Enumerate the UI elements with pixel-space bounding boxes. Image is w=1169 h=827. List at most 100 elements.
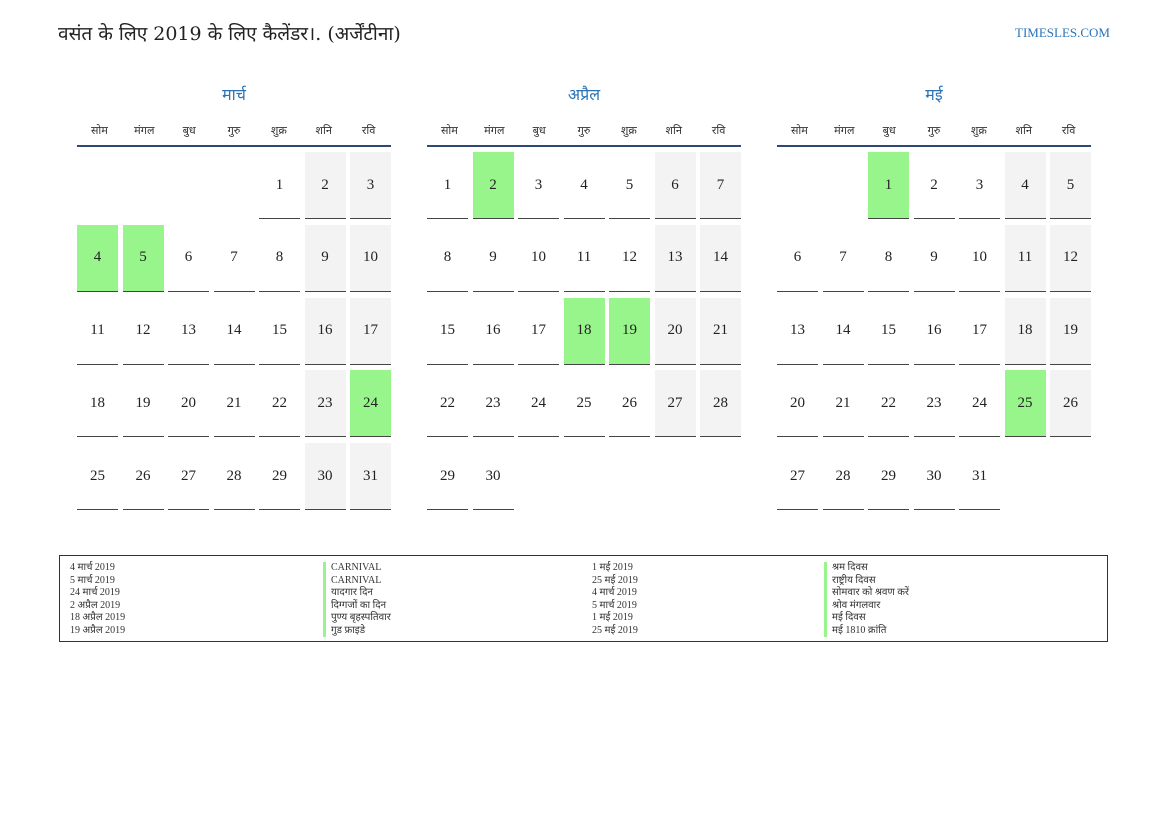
day-cell: 27: [777, 443, 818, 511]
day-cell: 21: [213, 370, 255, 438]
day-cell: 4: [77, 224, 118, 292]
day-cell: 4: [1004, 152, 1046, 219]
weekday-label: बुध: [882, 124, 896, 137]
day-cell: 23: [913, 370, 955, 438]
day-cell: 24: [959, 370, 1000, 438]
weekday-label: मंगल: [484, 124, 505, 137]
day-cell: 26: [609, 370, 650, 438]
day-cell: 10: [959, 225, 1000, 292]
weekday-label: मंगल: [834, 124, 855, 137]
day-cell: 22: [427, 370, 468, 438]
legend-holiday-name: पुण्य बृहस्पतिवार: [323, 612, 391, 625]
day-cell: 9: [913, 225, 955, 292]
day-cell: 14: [213, 298, 255, 365]
month-title: मई: [925, 85, 943, 104]
weekday-label: शनि: [1015, 124, 1032, 137]
legend-date: 5 मार्च 2019: [70, 574, 115, 586]
legend-holiday-name: दिग्गजों का दिन: [323, 599, 391, 612]
day-cell: 25: [1004, 370, 1046, 438]
day-cell: 7: [822, 225, 864, 292]
day-cell: 8: [868, 225, 909, 292]
day-cell: 24: [518, 370, 559, 438]
day-cell: 15: [868, 298, 909, 365]
page-title: वसंत के लिए 2019 के लिए कैलेंडर।. (अर्जे…: [58, 23, 401, 45]
day-cell: 5: [1050, 152, 1091, 219]
legend-holiday-name: श्रम दिवस: [824, 562, 909, 575]
weekday-label: शुक्र: [270, 124, 287, 137]
legend-holiday-name: गुड फ्राइडे: [323, 624, 391, 637]
weekday-label: सोम: [790, 124, 808, 137]
day-cell: 19: [1050, 297, 1091, 365]
day-cell: 30: [472, 443, 514, 511]
day-cell: 31: [959, 443, 1000, 511]
day-cell: 13: [654, 224, 696, 292]
day-cell: 17: [518, 298, 559, 365]
day-cell: 6: [168, 225, 209, 292]
day-cell: 30: [304, 443, 346, 511]
legend-date: 5 मार्च 2019: [592, 599, 637, 611]
day-cell: 8: [259, 225, 300, 292]
day-cell: 23: [472, 370, 514, 438]
legend-date: 18 अप्रैल 2019: [70, 612, 126, 623]
day-cell: 17: [959, 298, 1000, 365]
day-cell: 7: [700, 152, 741, 219]
weekday-label: सोम: [440, 124, 458, 137]
legend-holiday-name: राष्ट्रीय दिवस: [824, 574, 909, 587]
legend-date: 25 मई 2019: [592, 624, 638, 636]
day-cell: 11: [563, 225, 605, 292]
day-cell: 22: [868, 370, 909, 438]
day-cell: 26: [1050, 370, 1091, 438]
day-cell: 9: [472, 225, 514, 292]
day-cell: 17: [350, 297, 391, 365]
day-cell: 20: [168, 370, 209, 438]
weekday-label: मंगल: [134, 124, 155, 137]
legend-names-left: CARNIVAL CARNIVAL यादगार दिन दिग्गजों का…: [323, 562, 391, 637]
legend-dates-left: 4 मार्च 2019 5 मार्च 2019 24 मार्च 2019 …: [70, 562, 125, 637]
weekday-header: सोम मंगल बुध गुरु शुक्र शनि रवि: [427, 113, 741, 147]
day-cell: 28: [700, 370, 741, 438]
day-cell: 11: [1004, 224, 1046, 292]
day-cell: 1: [259, 152, 300, 219]
day-cell: 13: [168, 298, 209, 365]
day-cell: 15: [259, 298, 300, 365]
weekday-header: सोम मंगल बुध गुरु शुक्र शनि रवि: [77, 113, 391, 147]
day-cell: 5: [122, 224, 164, 292]
day-cell: 12: [122, 298, 164, 365]
day-cell: 20: [777, 370, 818, 438]
legend-date: 1 मई 2019: [592, 612, 633, 623]
weekday-label: शुक्र: [620, 124, 637, 137]
day-cell: 13: [777, 298, 818, 365]
day-cell: 9: [304, 224, 346, 292]
legend-holiday-name: यादगार दिन: [323, 587, 391, 600]
weekday-label: सोम: [90, 124, 108, 137]
holiday-legend: 4 मार्च 2019 5 मार्च 2019 24 मार्च 2019 …: [59, 555, 1108, 642]
day-cell: 4: [563, 152, 605, 219]
weekday-label: बुध: [532, 124, 546, 137]
day-cell: 27: [654, 370, 696, 438]
legend-holiday-name: CARNIVAL: [323, 574, 391, 587]
day-cell: 6: [654, 152, 696, 219]
site-link[interactable]: TIMESLES.COM: [1015, 25, 1110, 40]
day-cell: 3: [959, 152, 1000, 219]
day-cell: 16: [304, 297, 346, 365]
legend-holiday-name: मई 1810 क्रांति: [824, 624, 909, 637]
day-cell: 11: [77, 298, 118, 365]
day-cell: 2: [913, 152, 955, 219]
day-cell: 19: [122, 370, 164, 438]
weekday-label: गुरु: [227, 124, 241, 137]
legend-date: 25 मई 2019: [592, 574, 638, 586]
day-cell: 31: [350, 443, 391, 511]
day-cell: 23: [304, 370, 346, 438]
legend-holiday-name: श्रोव मंगलवार: [824, 599, 909, 612]
day-cell: 5: [609, 152, 650, 219]
day-cell: 21: [822, 370, 864, 438]
day-cell: 18: [1004, 297, 1046, 365]
day-cell: 10: [518, 225, 559, 292]
weekday-label: शुक्र: [970, 124, 987, 137]
weekday-label: गुरु: [577, 124, 591, 137]
day-cell: 21: [700, 297, 741, 365]
day-cell: 27: [168, 443, 209, 511]
legend-date: 2 अप्रैल 2019: [70, 599, 121, 611]
